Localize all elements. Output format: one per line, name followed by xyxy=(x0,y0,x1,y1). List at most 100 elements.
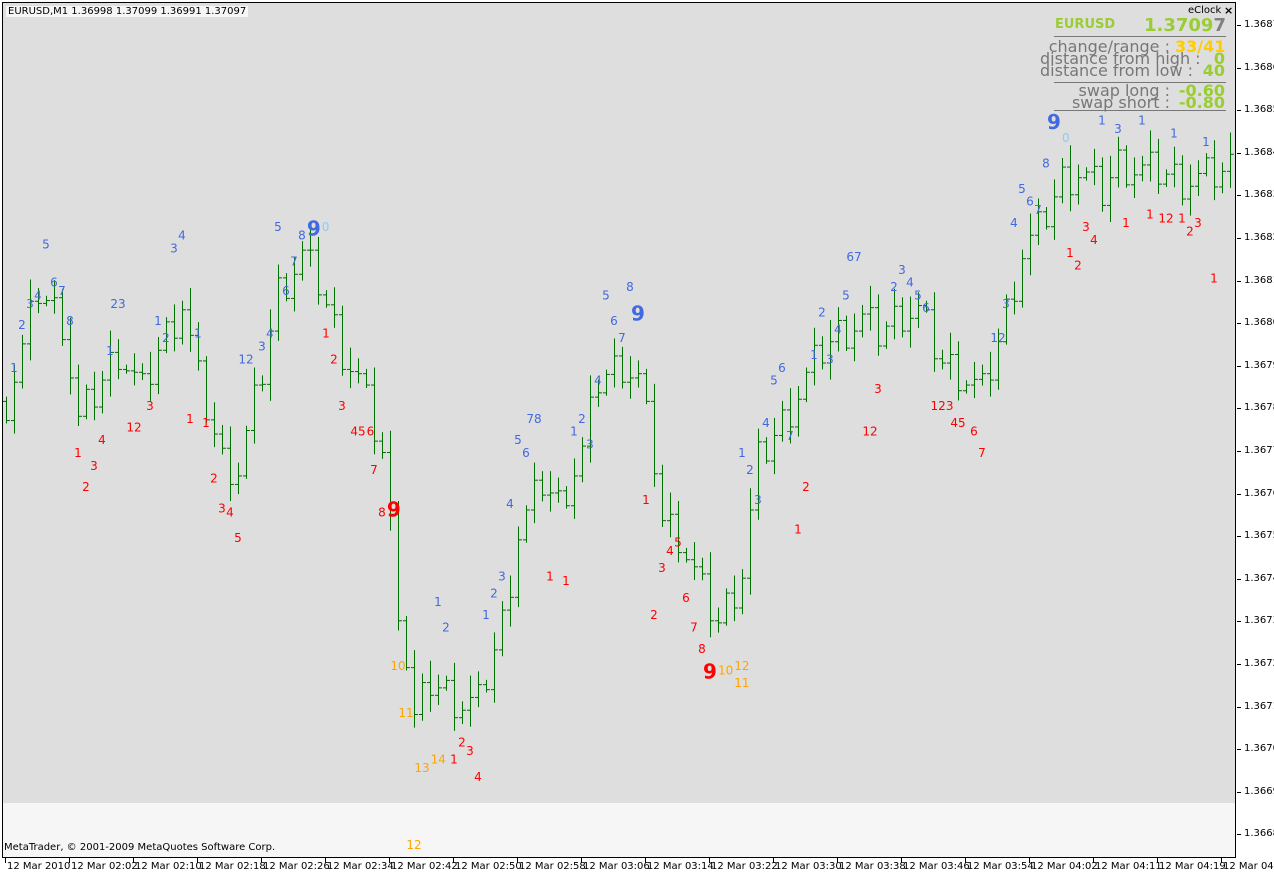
td-count-label: 4 xyxy=(34,288,42,302)
price-bar xyxy=(1219,162,1226,194)
td-count-label: 5 xyxy=(42,237,50,251)
price-bar xyxy=(995,328,1002,390)
td-count-label: 2 xyxy=(890,280,898,294)
price-bar xyxy=(395,500,402,631)
price-tick xyxy=(1237,280,1241,282)
price-bar xyxy=(883,321,890,349)
td-count-label: 1 xyxy=(1098,114,1106,128)
price-tick xyxy=(1237,578,1241,580)
panel-row-value: 0 xyxy=(1213,49,1225,68)
price-bar xyxy=(1051,179,1058,240)
price-bar xyxy=(1171,146,1178,188)
time-tick xyxy=(325,858,326,863)
td-count-label: 2 xyxy=(330,352,338,366)
price-tick xyxy=(1237,451,1241,452)
price-tick xyxy=(1237,323,1241,325)
chart-area[interactable]: 1 2 3 4 5 6 7 8 1 2 3 4 1 23 12 3 1 2 3 4 1 1 1 2 3 4 5 12 3 4 5 6 7 8 9 0 1… xyxy=(2,2,1236,858)
price-tick xyxy=(1237,493,1241,495)
td-count-label: 2 xyxy=(442,621,450,635)
price-bar xyxy=(1203,153,1210,177)
close-x-icon[interactable]: × xyxy=(1224,4,1234,17)
td-count-label: 12 xyxy=(238,352,253,366)
panel-row-label: swap long : xyxy=(1078,81,1170,100)
td-count-label: 7 xyxy=(690,621,698,635)
td-count-label: 1 xyxy=(434,595,442,609)
td-count-label: 1 xyxy=(106,344,114,358)
td-count-label: 6 xyxy=(610,314,618,328)
td-count-label: 5 xyxy=(514,433,522,447)
time-tick-label: 12 Mar 2010 xyxy=(7,861,71,872)
td-count-label: 7 xyxy=(290,254,298,268)
price-tick-label: 1.36715 xyxy=(1244,700,1274,712)
price-tick-label: 1.36685 xyxy=(1244,828,1274,840)
price-tick xyxy=(1237,834,1241,836)
td-count-label: 5 xyxy=(1018,182,1026,196)
price-tick xyxy=(1237,67,1241,69)
price-bar xyxy=(675,500,682,563)
td-count-label: 3 xyxy=(170,242,178,256)
price-bar xyxy=(163,317,170,354)
td-count-label: 6 xyxy=(50,276,58,290)
price-bar xyxy=(875,294,882,356)
price-bar xyxy=(1123,145,1130,188)
td-count-label: 4 xyxy=(906,276,914,290)
price-bar xyxy=(683,547,690,563)
td-count-label: 3 xyxy=(1114,122,1122,136)
td-count-label: 5 xyxy=(602,288,610,302)
price-bar xyxy=(739,569,746,615)
price-bar xyxy=(3,396,10,424)
price-bar xyxy=(275,264,282,341)
price-tick-label: 1.36855 xyxy=(1244,104,1274,116)
td-count-label: 13 xyxy=(414,761,429,775)
price-bar xyxy=(699,557,706,581)
time-tick-label: 12 Mar 03:38 xyxy=(839,861,906,872)
price-bar xyxy=(459,701,466,725)
time-tick-label: 12 Mar 03:14 xyxy=(647,861,714,872)
td-count-label: 9 xyxy=(307,216,321,240)
td-count-label: 3 xyxy=(90,459,98,473)
td-count-label: 4 xyxy=(506,497,514,511)
td-count-label: 23 xyxy=(110,297,125,311)
td-count-label: 1 xyxy=(482,608,490,622)
price-bar xyxy=(507,575,514,627)
time-tick-label: 12 Mar 04:02 xyxy=(1031,861,1098,872)
price-bar xyxy=(35,287,42,314)
td-count-label: 6 xyxy=(367,425,375,439)
price-bar xyxy=(907,296,914,348)
td-count-label: 5 xyxy=(674,535,682,549)
price-bar xyxy=(427,660,434,712)
time-tick-label: 12 Mar 02:10 xyxy=(135,861,202,872)
td-count-label: 3 xyxy=(658,561,666,575)
price-bar xyxy=(579,437,586,483)
time-tick xyxy=(261,858,262,863)
td-count-label: 4 xyxy=(666,544,674,558)
price-bar xyxy=(923,300,930,313)
price-tick-label: 1.36795 xyxy=(1244,359,1274,371)
td-count-label: 67 xyxy=(846,250,861,264)
td-count-label: 9 xyxy=(703,660,717,684)
price-bar xyxy=(747,488,754,595)
td-count-label: 3 xyxy=(498,570,506,584)
price-bar xyxy=(483,679,490,693)
price-bar xyxy=(435,674,442,706)
td-count-label: 6 xyxy=(1026,195,1034,209)
price-bar xyxy=(651,383,658,487)
td-count-label: 1 xyxy=(1138,114,1146,128)
price-bar xyxy=(379,432,386,459)
price-tick xyxy=(1237,238,1241,239)
price-bar xyxy=(595,379,602,407)
td-count-label: 7 xyxy=(786,429,794,443)
td-count-label: 7 xyxy=(1034,203,1042,217)
price-bar xyxy=(1155,138,1162,194)
price-bar xyxy=(419,673,426,721)
price-bar xyxy=(499,601,506,657)
time-tick xyxy=(133,858,134,863)
price-bar xyxy=(763,437,770,464)
price-tick-label: 1.36775 xyxy=(1244,445,1274,456)
price-bar xyxy=(643,368,650,405)
td-count-label: 0 xyxy=(322,220,330,234)
td-count-label: 1 xyxy=(1170,127,1178,141)
price-bar xyxy=(195,322,202,371)
time-tick xyxy=(5,858,6,863)
price-bar xyxy=(691,542,698,580)
